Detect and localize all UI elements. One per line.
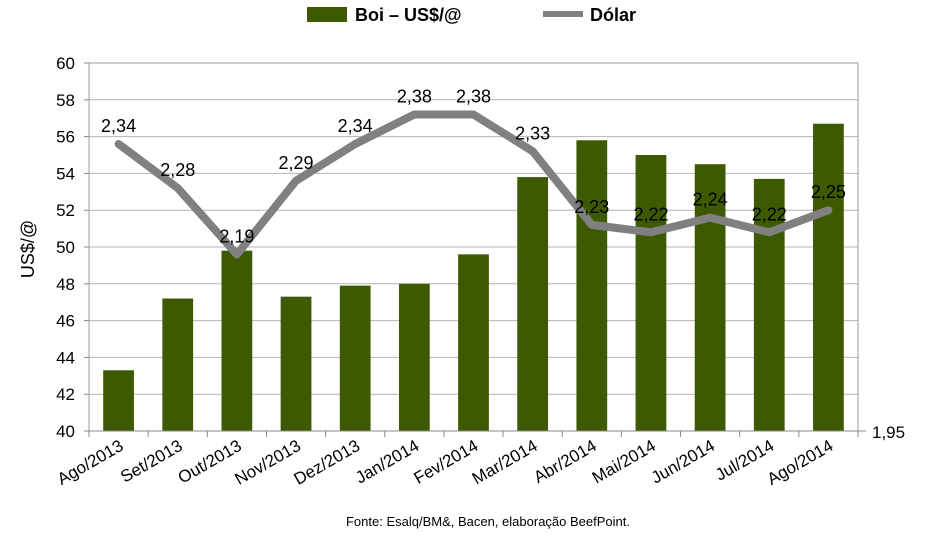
x-tick-label: Dez/2013: [291, 436, 364, 489]
y-tick-label: 48: [56, 275, 75, 294]
x-tick-label: Set/2013: [117, 436, 185, 486]
dolar-data-label: 2,38: [456, 87, 491, 107]
y-tick-label: 50: [56, 238, 75, 257]
y-tick-label: 54: [56, 164, 75, 183]
y-tick-label: 58: [56, 91, 75, 110]
y-axis-title: US$/@: [18, 220, 38, 278]
y-tick-label: 44: [56, 348, 75, 367]
y2-tick-label: 1,95: [872, 423, 905, 442]
x-tick-label: Jan/2014: [352, 436, 422, 487]
dolar-data-label: 2,22: [752, 204, 787, 224]
x-tick-label: Jun/2014: [648, 436, 718, 487]
bar: [162, 298, 194, 431]
y-tick-label: 60: [56, 54, 75, 73]
x-tick-label: Abr/2014: [531, 436, 600, 487]
bar: [339, 285, 371, 431]
y-tick-label: 56: [56, 128, 75, 147]
y-tick-labels: 40 42 44 46 48 50 52 54 56 58 60: [56, 54, 75, 441]
y-tick-label: 52: [56, 201, 75, 220]
plot-area: 40 42 44 46 48 50 52 54 56 58 60 Ago/2013Set/2013O…: [54, 54, 866, 489]
bar: [458, 254, 489, 431]
legend-label-dolar: Dólar: [590, 5, 636, 25]
x-tick-label: Ago/2014: [764, 436, 837, 489]
bar: [813, 123, 844, 431]
dolar-data-label: 2,23: [574, 197, 609, 217]
dolar-data-label: 2,19: [219, 226, 254, 246]
x-tick-labels: Ago/2013Set/2013Out/2013Nov/2013Dez/2013…: [54, 436, 836, 489]
x-tick-label: Mai/2014: [589, 436, 659, 487]
y-tick-label: 46: [56, 312, 75, 331]
dolar-data-label: 2,24: [693, 190, 728, 210]
dolar-data-label: 2,29: [279, 153, 314, 173]
legend: Boi – US$/@ Dólar: [307, 5, 636, 25]
x-tick-label: Nov/2013: [232, 436, 305, 489]
y-tick-label: 40: [56, 422, 75, 441]
x-tick-label: Out/2013: [175, 436, 245, 487]
y-tick-label: 42: [56, 385, 75, 404]
dolar-data-label: 2,34: [338, 116, 373, 136]
axes: [88, 62, 866, 437]
x-tick-label: Mar/2014: [469, 436, 541, 488]
dolar-data-label: 2,25: [811, 182, 846, 202]
bar: [103, 370, 134, 431]
dolar-data-label: 2,38: [397, 87, 432, 107]
bar: [753, 178, 785, 431]
bar: [694, 164, 726, 431]
legend-label-boi: Boi – US$/@: [355, 5, 462, 25]
bar: [576, 140, 608, 431]
bar: [280, 296, 312, 431]
source-note: Fonte: Esalq/BM&, Bacen, elaboração Beef…: [346, 514, 630, 529]
dolar-data-labels: 2,34 2,28 2,19 2,29 2,34 2,38 2,38 2,33 2,23 2,22…: [101, 87, 846, 247]
bar: [398, 283, 430, 431]
bar: [517, 177, 549, 431]
bar-series: [103, 123, 844, 431]
legend-swatch-boi: [307, 7, 347, 22]
dolar-data-label: 2,34: [101, 116, 136, 136]
dolar-line: [114, 110, 833, 259]
x-tick-label: Ago/2013: [54, 436, 127, 489]
dolar-data-label: 2,28: [160, 160, 195, 180]
dolar-data-label: 2,22: [633, 204, 668, 224]
x-tick-label: Fev/2014: [411, 436, 482, 488]
bar: [221, 250, 253, 431]
bar: [635, 155, 667, 431]
dolar-data-label: 2,33: [515, 123, 550, 143]
